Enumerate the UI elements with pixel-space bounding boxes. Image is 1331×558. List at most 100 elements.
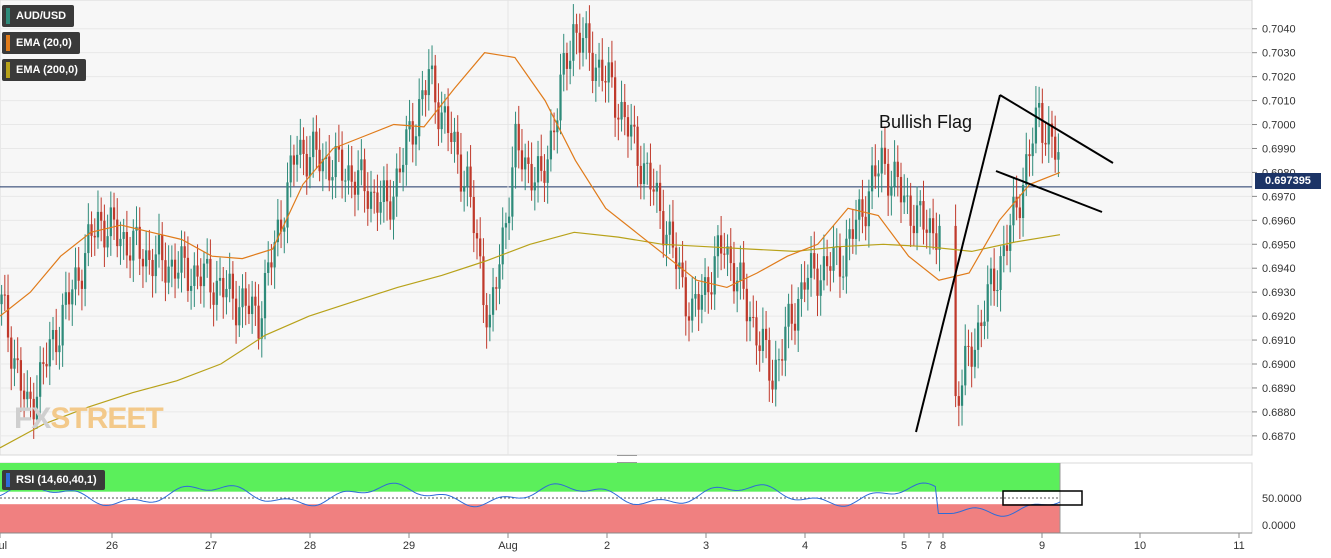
candle-body [745,288,748,322]
candle-body [389,201,392,220]
price-tick-label: 0.7010 [1262,96,1296,108]
candle-body [64,292,67,305]
candle-body [954,225,957,397]
candle-body [870,165,874,192]
candle-body [469,166,472,197]
fxstreet-watermark: FXSTREET [14,402,164,436]
candle-body [228,273,231,289]
rsi-legend[interactable]: RSI (14,60,40,1) [2,470,105,490]
legend-ema20[interactable]: EMA (20,0) [2,32,80,54]
candle-body [292,155,296,165]
candle-body [575,24,578,33]
candle-body [729,246,732,264]
candle-body [29,391,32,399]
candle-body [854,219,858,239]
price-tick-label: 0.6950 [1262,239,1296,251]
candle-body [440,112,443,130]
candle-body [286,182,289,228]
candle-body [813,253,816,269]
candle-body [77,267,80,281]
candle-body [453,131,456,143]
candle-body [344,180,347,182]
candle-body [395,168,398,197]
candle-body [642,163,646,185]
price-plot-area [0,0,1253,456]
bullish-flag-annotation: Bullish Flag [879,112,973,132]
candle-body [569,60,572,69]
candle-body [970,346,973,367]
candle-body [649,162,652,190]
rsi-tick-label: 0.0000 [1262,520,1296,532]
candle-body [363,159,366,192]
ema20-color-swatch [6,35,10,51]
grid [0,0,1253,456]
rsi-panel: 50.0000 0.0000 [0,462,1302,534]
candle-body [405,129,408,165]
candle-body [983,321,986,327]
candle-body [119,238,122,247]
candle-body [96,211,100,238]
candle-body [10,337,13,369]
candle-body [109,207,112,237]
candle-body [299,139,302,155]
candle-body [922,201,925,230]
candle-body [90,224,93,236]
candle-body [6,295,10,338]
candle-body [161,234,164,261]
candle-body [376,192,379,213]
candle-body [938,225,941,250]
flag-trendline [999,94,1114,164]
candle-body [675,247,678,270]
candle-body [838,245,842,277]
x-tick-label: 9 [1039,540,1045,552]
candle-body [896,161,899,177]
candle-body [1028,154,1031,157]
candle-body [928,218,932,233]
candle-body [514,123,517,168]
candle-body [543,170,546,183]
candle-body [495,287,498,289]
candle-body [581,38,585,53]
candle-body [845,238,848,277]
candle-body [100,211,103,221]
candle-body [450,132,453,143]
candle-body [55,329,58,353]
candle-body [684,277,687,317]
candle-body [562,53,565,75]
candle-body [148,250,151,260]
candle-body [851,229,854,239]
ema20-series [0,52,1061,317]
candle-body [209,258,212,293]
bullish-flag-lines [915,94,1114,433]
candle-body [713,256,716,295]
candle-body [761,328,765,352]
legend-ema200[interactable]: EMA (200,0) [2,59,86,81]
x-tick-label: 28 [304,540,316,552]
candle-body [1018,207,1021,219]
candle-body [572,24,575,61]
candle-body [732,263,736,292]
candle-body [225,288,228,298]
legend-symbol[interactable]: AUD/USD [2,5,75,27]
candle-body [829,266,832,271]
ema200-series [0,231,1061,449]
price-tick-label: 0.6900 [1262,359,1296,371]
candle-body [251,296,254,315]
candle-body [183,246,186,258]
candle-body [103,220,106,248]
candle-body [887,163,890,196]
candle-body [456,131,459,155]
ema200-color-swatch [6,62,10,78]
candle-body [379,201,382,213]
candle-body [540,156,543,171]
panel-resize-handle[interactable] [617,455,637,463]
candle-body [414,136,418,145]
watermark-street: STREET [50,402,163,435]
legend-symbol-label: AUD/USD [16,10,67,22]
candle-body [276,219,279,243]
candle-body [430,65,434,70]
candle-body [167,266,170,283]
candle-body [254,296,257,306]
candle-body [768,340,771,381]
candle-body [739,262,742,281]
